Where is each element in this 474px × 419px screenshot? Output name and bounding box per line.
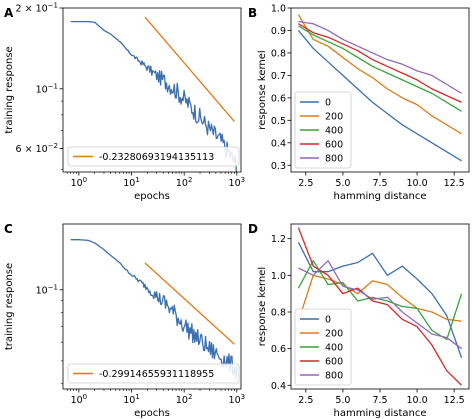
legend-label-400: 400 bbox=[325, 126, 343, 137]
y-tick-label: 1.2 bbox=[271, 234, 286, 245]
x-tick-label: 10.0 bbox=[407, 178, 428, 189]
legend-label: -0.29914655931118955 bbox=[99, 369, 214, 380]
legend-label-600: 600 bbox=[325, 140, 343, 151]
series-line-600 bbox=[297, 227, 463, 386]
chart-panel-d: 2.5 5.0 7.5 10.0 12.5 0.4 0.6 0.8 1.0 1.2 hamming … bbox=[257, 223, 470, 419]
x-tick-label: 2.5 bbox=[298, 178, 313, 189]
y-tick-label: 1.0 bbox=[271, 271, 286, 282]
legend-label-200: 200 bbox=[325, 112, 343, 123]
x-axis-label: hamming distance bbox=[334, 191, 427, 202]
x-tick-label: 103 bbox=[229, 176, 246, 189]
y-tick-label: 0.6 bbox=[271, 93, 286, 104]
chart-panel-c: 100 101 102 103 10−1 epochs training response -… bbox=[4, 223, 246, 419]
y-tick-label: 0.8 bbox=[271, 308, 286, 319]
panel-label-c: C bbox=[4, 222, 13, 236]
panel-label-d: D bbox=[248, 222, 258, 236]
x-tick-label: 5.0 bbox=[335, 395, 350, 406]
legend-label-800: 800 bbox=[325, 154, 343, 165]
series-line-orange bbox=[144, 16, 235, 123]
legend-box bbox=[294, 91, 352, 169]
legend-box bbox=[67, 146, 240, 167]
x-tick-label: 100 bbox=[71, 176, 88, 189]
legend-label-600: 600 bbox=[325, 357, 343, 368]
x-tick-label: 101 bbox=[123, 176, 140, 189]
y-axis-label: response kernel bbox=[257, 50, 268, 129]
x-tick-label: 101 bbox=[123, 393, 140, 406]
y-tick-label: 0.6 bbox=[271, 344, 286, 355]
y-tick-label: 10−1 bbox=[36, 82, 58, 95]
series-line-800 bbox=[298, 260, 462, 350]
legend-box bbox=[67, 363, 240, 384]
x-tick-label: 12.5 bbox=[444, 395, 465, 406]
panel-label-b: B bbox=[248, 6, 257, 20]
series-line-800 bbox=[298, 20, 462, 94]
x-axis-label: epochs bbox=[134, 408, 170, 419]
series-group bbox=[70, 16, 238, 172]
x-tick-label: 102 bbox=[176, 393, 193, 406]
legend-label-400: 400 bbox=[325, 343, 343, 354]
legend: -0.29914655931118955 bbox=[67, 363, 240, 384]
y-tick-label: 10−1 bbox=[36, 283, 58, 296]
series-line-600 bbox=[298, 23, 462, 103]
series-line-200 bbox=[297, 14, 462, 135]
y-axis-label: response kernel bbox=[257, 267, 268, 346]
x-tick-label: 102 bbox=[176, 176, 193, 189]
y-tick-label: 0.4 bbox=[271, 138, 286, 149]
legend-label: -0.23280693194135113 bbox=[99, 152, 214, 163]
x-tick-label: 100 bbox=[71, 393, 88, 406]
panel-label-a: A bbox=[4, 6, 14, 20]
legend: 0 200 400 600 800 bbox=[294, 91, 352, 169]
legend-label-200: 200 bbox=[325, 329, 343, 340]
y-tick-label: 1.0 bbox=[271, 4, 286, 15]
series-line-0 bbox=[297, 242, 463, 359]
legend: 0 200 400 600 800 bbox=[294, 308, 352, 386]
series-group bbox=[297, 14, 462, 162]
x-axis-label: hamming distance bbox=[334, 408, 427, 419]
legend-label-0: 0 bbox=[325, 98, 331, 109]
chart-panel-b: 2.5 5.0 7.5 10.0 12.5 0.3 0.4 0.5 0.6 0.7 0.8 0.9 1.… bbox=[257, 4, 470, 202]
series-line-400 bbox=[297, 260, 463, 341]
legend-label-0: 0 bbox=[325, 315, 331, 326]
legend-box bbox=[294, 308, 352, 386]
x-tick-label: 5.0 bbox=[335, 178, 350, 189]
legend-label-800: 800 bbox=[325, 371, 343, 382]
x-tick-label: 103 bbox=[229, 393, 246, 406]
series-line-200 bbox=[297, 274, 462, 322]
y-tick-label: 2 × 10−1 bbox=[16, 2, 58, 15]
x-tick-label: 12.5 bbox=[444, 178, 465, 189]
series-line-blue bbox=[70, 20, 238, 172]
y-tick-label: 0.4 bbox=[271, 381, 286, 392]
y-tick-label: 0.3 bbox=[271, 161, 286, 172]
x-axis-label: epochs bbox=[134, 191, 170, 202]
series-group bbox=[70, 239, 238, 380]
y-tick-label: 6 × 10−2 bbox=[16, 142, 58, 155]
series-line-orange bbox=[144, 262, 235, 345]
series-line-400 bbox=[298, 25, 462, 112]
y-axis-label: training response bbox=[4, 46, 15, 133]
x-tick-label: 2.5 bbox=[298, 395, 313, 406]
y-tick-label: 0.8 bbox=[271, 48, 286, 59]
chart-panel-a: 100 101 102 103 2 × 10−1 10−1 6 × 10−2 epochs tr… bbox=[4, 2, 245, 203]
y-tick-label: 0.7 bbox=[271, 71, 286, 82]
series-line-blue bbox=[70, 239, 238, 380]
series-line-0 bbox=[297, 30, 462, 162]
x-tick-label: 7.5 bbox=[372, 395, 387, 406]
x-tick-label: 7.5 bbox=[372, 178, 387, 189]
axes-frame bbox=[62, 7, 242, 173]
series-group bbox=[297, 227, 463, 386]
y-tick-label: 0.9 bbox=[271, 26, 286, 37]
x-tick-label: 10.0 bbox=[407, 395, 428, 406]
y-axis-label: training response bbox=[4, 263, 15, 350]
y-tick-label: 0.5 bbox=[271, 116, 286, 127]
legend: -0.23280693194135113 bbox=[67, 146, 240, 167]
axes-frame bbox=[62, 223, 242, 390]
